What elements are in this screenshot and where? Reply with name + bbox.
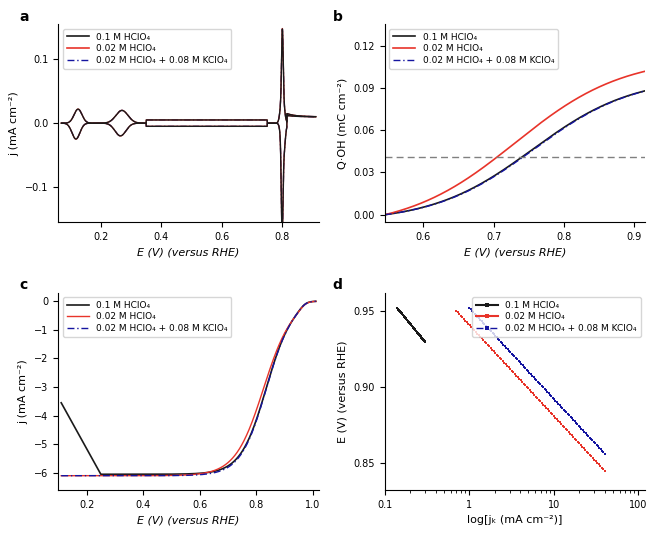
Y-axis label: E (V) (versus RHE): E (V) (versus RHE): [338, 340, 348, 442]
Text: a: a: [19, 10, 29, 24]
Text: b: b: [333, 10, 343, 24]
Y-axis label: Q·OH (mC cm⁻²): Q·OH (mC cm⁻²): [338, 78, 348, 169]
Legend: 0.1 M HClO₄, 0.02 M HClO₄, 0.02 M HClO₄ + 0.08 M KClO₄: 0.1 M HClO₄, 0.02 M HClO₄, 0.02 M HClO₄ …: [472, 297, 640, 337]
Legend: 0.1 M HClO₄, 0.02 M HClO₄, 0.02 M HClO₄ + 0.08 M KClO₄: 0.1 M HClO₄, 0.02 M HClO₄, 0.02 M HClO₄ …: [63, 297, 232, 337]
Legend: 0.1 M HClO₄, 0.02 M HClO₄, 0.02 M HClO₄ + 0.08 M KClO₄: 0.1 M HClO₄, 0.02 M HClO₄, 0.02 M HClO₄ …: [63, 29, 232, 68]
Legend: 0.1 M HClO₄, 0.02 M HClO₄, 0.02 M HClO₄ + 0.08 M KClO₄: 0.1 M HClO₄, 0.02 M HClO₄, 0.02 M HClO₄ …: [390, 29, 558, 68]
X-axis label: E (V) (versus RHE): E (V) (versus RHE): [138, 515, 240, 525]
X-axis label: E (V) (versus RHE): E (V) (versus RHE): [464, 247, 566, 257]
Text: c: c: [19, 278, 28, 292]
X-axis label: log[jₖ (mA cm⁻²)]: log[jₖ (mA cm⁻²)]: [467, 515, 563, 525]
X-axis label: E (V) (versus RHE): E (V) (versus RHE): [138, 247, 240, 257]
Y-axis label: j (mA cm⁻²): j (mA cm⁻²): [18, 359, 29, 424]
Text: d: d: [333, 278, 343, 292]
Y-axis label: j (mA cm⁻²): j (mA cm⁻²): [10, 91, 20, 156]
